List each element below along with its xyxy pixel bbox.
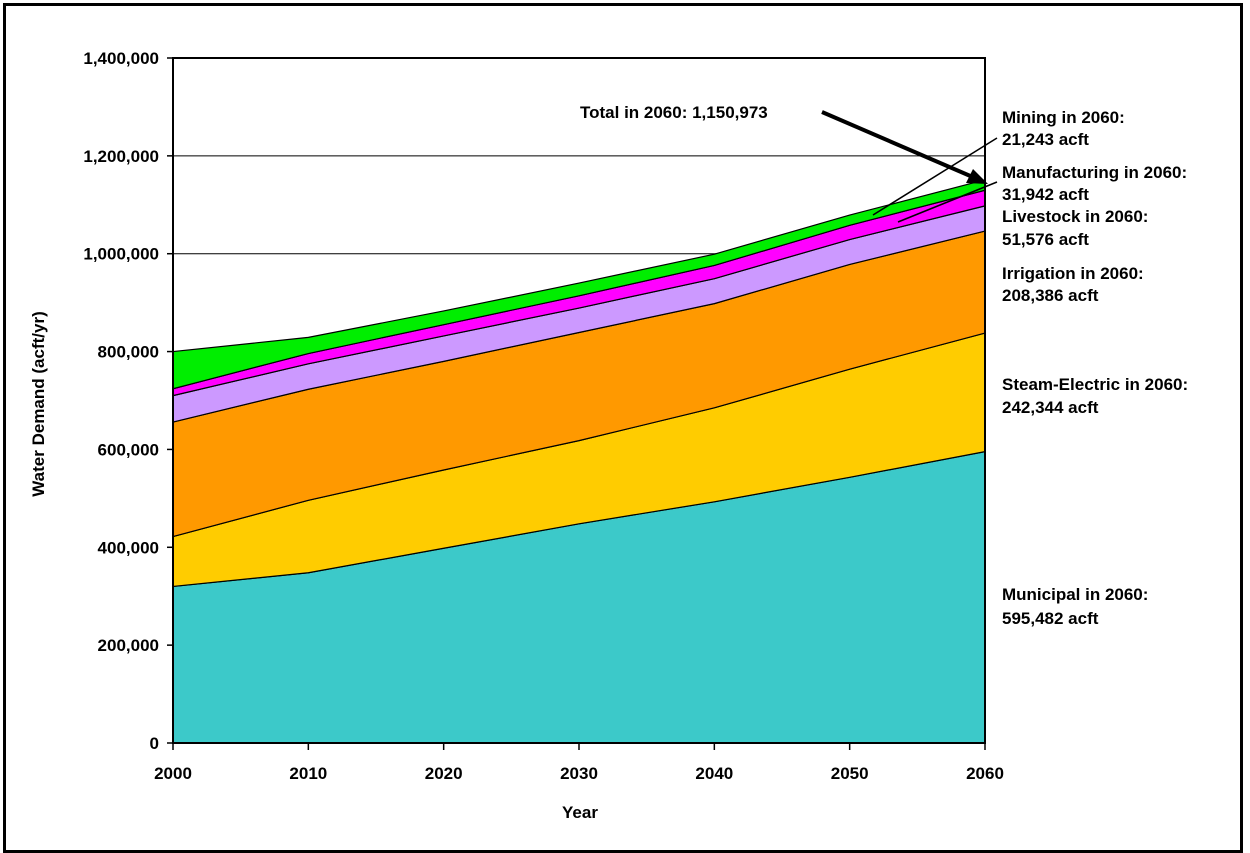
steam-electric-annotation-line2: 242,344 acft <box>1002 398 1099 417</box>
livestock-annotation-line1: Livestock in 2060: <box>1002 207 1148 226</box>
x-axis-ticks: 2000 2010 2020 2030 2040 2050 2060 <box>154 743 1004 783</box>
y-axis-title: Water Demand (acft/yr) <box>29 311 48 496</box>
irrigation-annotation-line2: 208,386 acft <box>1002 286 1099 305</box>
municipal-annotation-line1: Municipal in 2060: <box>1002 585 1148 604</box>
mining-annotation-line1: Mining in 2060: <box>1002 108 1125 127</box>
mining-annotation-line2: 21,243 acft <box>1002 130 1089 149</box>
total-arrow-line <box>821 110 976 180</box>
steam-electric-annotation-line1: Steam-Electric in 2060: <box>1002 375 1188 394</box>
x-axis-title: Year <box>562 803 598 822</box>
mining-leader-line <box>872 137 998 216</box>
total-annotation: Total in 2060: 1,150,973 <box>580 103 768 122</box>
y-tick-label: 0 <box>150 734 159 753</box>
manufacturing-annotation-line1: Manufacturing in 2060: <box>1002 163 1187 182</box>
area-series <box>172 179 986 744</box>
x-tick-label: 2050 <box>831 764 869 783</box>
total-arrow-head <box>966 169 988 184</box>
x-tick-label: 2010 <box>289 764 327 783</box>
y-tick-label: 1,400,000 <box>83 49 159 68</box>
x-tick-label: 2030 <box>560 764 598 783</box>
x-tick-label: 2060 <box>966 764 1004 783</box>
y-axis-ticks: 0 200,000 400,000 600,000 800,000 1,000,000 1,… <box>83 49 173 753</box>
municipal-annotation-line2: 595,482 acft <box>1002 609 1099 628</box>
x-tick-label: 2020 <box>425 764 463 783</box>
x-tick-label: 2000 <box>154 764 192 783</box>
x-tick-label: 2040 <box>695 764 733 783</box>
manufacturing-leader-line <box>897 181 998 223</box>
livestock-annotation-line2: 51,576 acft <box>1002 230 1089 249</box>
y-tick-label: 400,000 <box>98 538 159 557</box>
irrigation-annotation-line1: Irrigation in 2060: <box>1002 264 1144 283</box>
y-tick-label: 1,200,000 <box>83 147 159 166</box>
y-tick-label: 200,000 <box>98 636 159 655</box>
y-tick-label: 1,000,000 <box>83 245 159 264</box>
y-tick-label: 600,000 <box>98 440 159 459</box>
y-tick-label: 800,000 <box>98 343 159 362</box>
manufacturing-annotation-line2: 31,942 acft <box>1002 185 1089 204</box>
